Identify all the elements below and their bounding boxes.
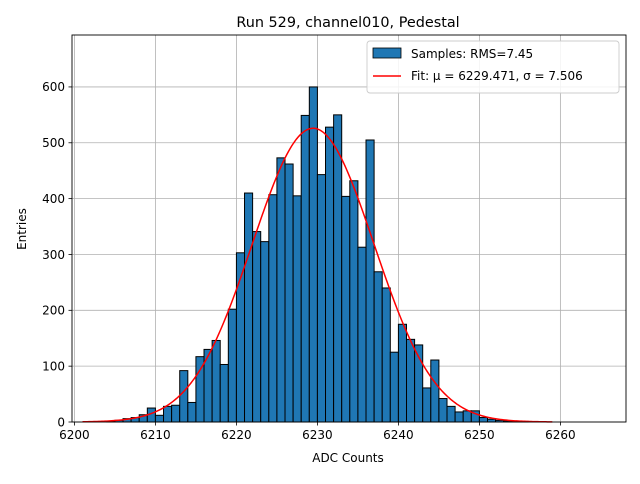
legend-samples-swatch	[372, 47, 402, 59]
x-tick-label: 6260	[545, 428, 576, 442]
histogram-bar	[268, 194, 278, 423]
histogram-bar	[260, 241, 270, 423]
histogram-bar	[454, 411, 464, 423]
y-tick-label: 200	[42, 304, 65, 318]
y-tick-label: 0	[57, 415, 65, 429]
histogram-bar	[154, 414, 165, 423]
histogram-bar	[397, 323, 408, 423]
histogram-bar	[333, 114, 343, 423]
legend-box	[366, 40, 620, 94]
histogram-bar	[276, 157, 286, 423]
histogram-bar	[357, 246, 367, 423]
histogram-bar	[381, 287, 391, 423]
histogram-bar	[284, 163, 294, 423]
y-axis-label: Entries	[15, 208, 29, 250]
histogram-bar	[349, 180, 359, 423]
histogram-bar	[211, 339, 221, 423]
x-tick-label: 6250	[464, 428, 495, 442]
histogram-bar	[163, 405, 173, 423]
histogram-bar	[462, 410, 472, 423]
y-tick-label: 500	[42, 136, 65, 150]
histogram-bar	[406, 338, 416, 423]
histogram-bar	[179, 370, 189, 423]
histogram-bar	[252, 231, 262, 423]
y-tick-label: 600	[42, 80, 65, 94]
x-axis-label: ADC Counts	[312, 451, 384, 465]
histogram-bar	[219, 363, 229, 423]
histogram-bar	[389, 351, 399, 423]
histogram-bar	[478, 417, 488, 423]
x-tick-label: 6230	[302, 428, 333, 442]
x-ticks: 6200 6210 6220 6230 6240 6250 6260	[59, 422, 576, 442]
y-tick-label: 300	[42, 248, 65, 262]
histogram-bar	[300, 114, 310, 423]
histogram-bar	[446, 405, 456, 423]
histogram-bar	[365, 139, 375, 423]
y-ticks: 0 100 200 300 400 500 600	[42, 80, 72, 429]
x-tick-label: 6210	[140, 428, 171, 442]
bars-layer	[106, 86, 529, 423]
legend: Samples: RMS=7.45 Fit: μ = 6229.471, σ =…	[366, 40, 620, 94]
histogram-bar	[341, 195, 351, 423]
histogram-bar	[422, 387, 432, 423]
x-tick-label: 6240	[383, 428, 414, 442]
histogram-bar	[227, 308, 237, 423]
histogram-bar	[438, 398, 448, 423]
histogram-bar	[244, 192, 254, 423]
histogram-bar	[187, 401, 197, 423]
histogram-bar	[316, 174, 327, 423]
legend-fit-label: Fit: μ = 6229.471, σ = 7.506	[411, 69, 583, 83]
y-tick-label: 100	[42, 359, 65, 373]
histogram-bar	[373, 271, 383, 423]
plot-frame	[71, 34, 627, 423]
histogram-bar	[292, 195, 302, 423]
y-tick-label: 400	[42, 192, 65, 206]
histogram-bar	[308, 86, 318, 423]
fit-layer	[82, 127, 553, 423]
fit-curve	[82, 127, 553, 423]
legend-samples-label: Samples: RMS=7.45	[411, 47, 533, 61]
x-tick-label: 6200	[59, 428, 90, 442]
histogram-bar	[325, 126, 335, 423]
histogram-bar	[171, 404, 181, 423]
histogram-bar	[430, 359, 440, 423]
x-tick-label: 6220	[221, 428, 252, 442]
chart-title: Run 529, channel010, Pedestal	[236, 15, 459, 31]
